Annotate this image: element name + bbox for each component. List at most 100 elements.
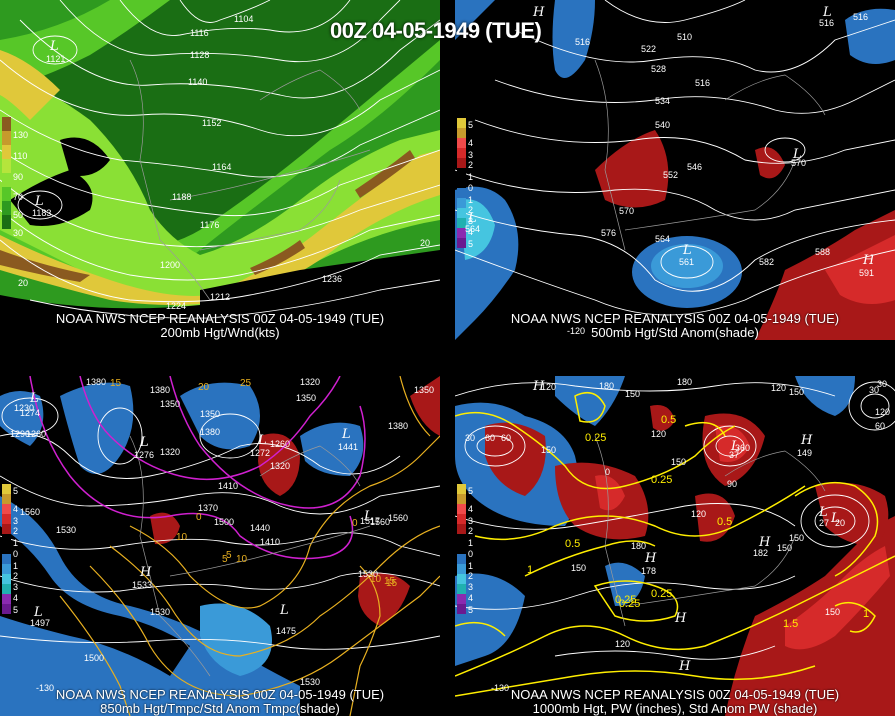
svg-text:60: 60 xyxy=(501,433,511,443)
svg-text:1140: 1140 xyxy=(188,77,207,87)
height-contours xyxy=(0,397,440,650)
height-contours xyxy=(0,0,440,319)
colorbar-labels: 5 4 3 2 1 0 1 2 3 4 5 xyxy=(13,486,18,615)
panel-caption-line2: 1000mb Hgt, PW (inches), Std Anom PW (sh… xyxy=(532,701,818,716)
svg-text:5: 5 xyxy=(468,486,473,496)
svg-text:0.25: 0.25 xyxy=(615,594,636,606)
svg-text:1: 1 xyxy=(468,538,473,548)
svg-text:5: 5 xyxy=(226,550,232,561)
svg-text:-130: -130 xyxy=(491,683,509,693)
colorbar xyxy=(2,484,11,614)
svg-text:1212: 1212 xyxy=(210,292,230,302)
svg-text:1: 1 xyxy=(863,608,869,620)
svg-text:L: L xyxy=(822,5,832,20)
svg-text:120: 120 xyxy=(615,639,630,649)
svg-text:1380: 1380 xyxy=(200,427,220,437)
svg-text:L: L xyxy=(29,391,39,406)
coastlines xyxy=(594,59,826,251)
svg-text:1530: 1530 xyxy=(150,607,170,617)
svg-text:5: 5 xyxy=(13,486,18,496)
svg-text:1380: 1380 xyxy=(86,377,106,387)
map-850mb: 5 4 3 2 1 0 1 2 3 4 5 1380 1380 1350 132… xyxy=(0,376,440,716)
svg-text:10: 10 xyxy=(370,574,382,585)
svg-text:120: 120 xyxy=(651,429,666,439)
svg-text:H: H xyxy=(758,535,771,550)
wind-core xyxy=(250,240,305,275)
svg-text:1152: 1152 xyxy=(202,118,221,128)
svg-text:120: 120 xyxy=(875,407,890,417)
svg-text:1: 1 xyxy=(13,538,18,548)
svg-text:150: 150 xyxy=(777,543,792,553)
contour-labels: 1104 1116 1128 1140 1152 1164 1188 1176 … xyxy=(18,14,430,311)
svg-text:564: 564 xyxy=(655,234,670,244)
svg-text:L: L xyxy=(792,147,802,162)
svg-text:1128: 1128 xyxy=(190,50,209,60)
svg-text:1200: 1200 xyxy=(160,260,180,270)
svg-text:1224: 1224 xyxy=(166,301,186,311)
svg-text:1497: 1497 xyxy=(30,618,50,628)
svg-text:180: 180 xyxy=(599,381,614,391)
svg-text:0.5: 0.5 xyxy=(661,414,676,426)
svg-text:150: 150 xyxy=(789,387,804,397)
svg-text:15: 15 xyxy=(386,578,398,589)
svg-text:H: H xyxy=(644,551,657,566)
svg-text:H: H xyxy=(532,5,545,20)
colorbar xyxy=(2,117,11,229)
svg-text:L: L xyxy=(34,194,44,209)
svg-text:0.25: 0.25 xyxy=(585,432,606,444)
svg-text:3: 3 xyxy=(468,150,473,160)
svg-text:534: 534 xyxy=(655,96,670,106)
svg-text:528: 528 xyxy=(651,64,666,74)
coastlines xyxy=(129,59,371,301)
panel-850mb: 5 4 3 2 1 0 1 2 3 4 5 1380 1380 1350 132… xyxy=(0,376,440,716)
svg-text:2: 2 xyxy=(468,205,473,215)
pressure-centers: L 1274 L 1276 L 1272 L 1441 H 1533 L 149… xyxy=(20,391,380,636)
svg-text:5: 5 xyxy=(222,554,228,565)
cb-label: 50 xyxy=(13,210,23,220)
svg-text:1104: 1104 xyxy=(234,14,253,24)
cb-label: 90 xyxy=(13,172,23,182)
svg-text:1475: 1475 xyxy=(276,626,296,636)
svg-text:564: 564 xyxy=(465,224,480,234)
temp-contours xyxy=(59,376,440,716)
svg-text:561: 561 xyxy=(679,257,694,267)
colorbar-labels: 130 110 90 70 50 30 xyxy=(13,130,28,238)
svg-text:L: L xyxy=(279,603,289,618)
svg-text:1276: 1276 xyxy=(134,450,154,460)
svg-text:3: 3 xyxy=(468,216,473,226)
svg-text:L: L xyxy=(682,243,692,258)
svg-text:15: 15 xyxy=(384,576,396,587)
pw-contours xyxy=(455,391,895,697)
svg-text:4: 4 xyxy=(13,593,18,603)
svg-text:120: 120 xyxy=(541,382,556,392)
svg-text:1500: 1500 xyxy=(84,653,104,663)
svg-text:150: 150 xyxy=(541,445,556,455)
map-500mb: 5 4 3 2 1 0 1 2 3 4 5 516 510 522 528 51… xyxy=(455,0,895,340)
svg-text:1: 1 xyxy=(527,564,533,576)
svg-text:1: 1 xyxy=(468,195,473,205)
svg-text:90: 90 xyxy=(727,479,737,489)
pressure-centers: L 561 L 564 H 591 H L 570 L 516 xyxy=(465,5,875,278)
cb-label: 130 xyxy=(13,130,28,140)
svg-text:4: 4 xyxy=(13,504,18,514)
svg-text:-120: -120 xyxy=(567,326,585,336)
svg-text:150: 150 xyxy=(671,457,686,467)
svg-text:20: 20 xyxy=(18,278,28,288)
colorbar xyxy=(457,484,466,614)
svg-text:1380: 1380 xyxy=(150,385,170,395)
panel-caption-line1: NOAA NWS NCEP REANALYSIS 00Z 04-05-1949 … xyxy=(510,311,840,326)
colorbar-labels: 5 4 3 2 1 0 1 2 3 4 5 xyxy=(468,486,473,615)
svg-text:L: L xyxy=(49,39,59,54)
svg-text:4: 4 xyxy=(468,227,473,237)
svg-text:0.5: 0.5 xyxy=(717,516,732,528)
svg-text:576: 576 xyxy=(601,228,616,238)
magenta-contours xyxy=(29,376,366,560)
svg-text:30: 30 xyxy=(869,385,879,395)
svg-text:1.5: 1.5 xyxy=(783,618,798,630)
svg-text:1320: 1320 xyxy=(300,377,320,387)
svg-text:150: 150 xyxy=(825,607,840,617)
svg-text:1380: 1380 xyxy=(388,421,408,431)
wind-jet xyxy=(0,150,440,305)
pressure-centers: H L 37 H 149 H 182 H 178 H H L 27 L 20 xyxy=(532,379,845,674)
svg-text:1230: 1230 xyxy=(14,403,34,413)
